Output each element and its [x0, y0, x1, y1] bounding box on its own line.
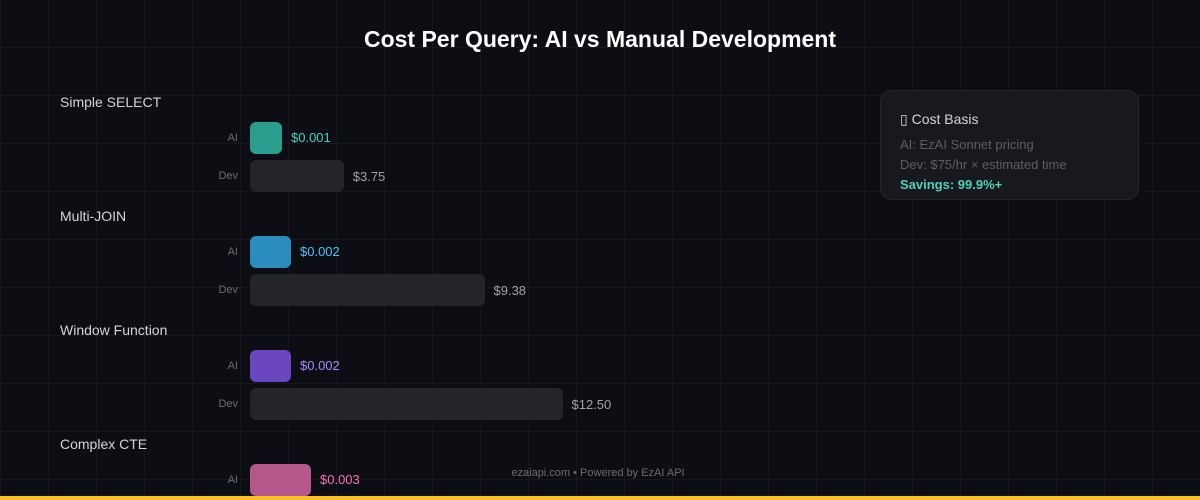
footer: ezaiapi.com • Powered by EzAI API	[511, 467, 685, 479]
ai-value-label: $0.002	[300, 358, 340, 373]
dev-value-label: $9.38	[493, 283, 527, 298]
card-heading: ▯ Cost Basis	[900, 111, 979, 127]
dev-value-label: $3.75	[352, 169, 386, 184]
series-label-dev: Dev	[218, 284, 238, 296]
series-label-dev: Dev	[218, 170, 238, 182]
ai-value-label: $0.002	[300, 244, 340, 259]
card-savings: Savings: 99.9%+	[900, 177, 1003, 192]
accent-stripe	[0, 496, 1200, 500]
series-label-dev: Dev	[218, 398, 238, 410]
ai-bar	[250, 464, 311, 496]
card-line-dev: Dev: $75/hr × estimated time	[900, 157, 1067, 172]
dev-bar	[250, 388, 563, 420]
dev-bar	[250, 160, 344, 192]
ai-value-label: $0.003	[320, 472, 360, 487]
category-label: Complex CTE	[60, 436, 148, 452]
category-label: Simple SELECT	[60, 94, 162, 110]
cost-basis-card: ▯ Cost Basis AI: EzAI Sonnet pricing Dev…	[880, 90, 1139, 200]
series-label-ai: AI	[227, 132, 238, 144]
chart-title: Cost Per Query: AI vs Manual Development	[363, 26, 837, 52]
ai-bar	[250, 122, 282, 154]
ai-value-label: $0.001	[291, 130, 331, 145]
ai-bar	[250, 350, 291, 382]
dev-bar	[250, 274, 485, 306]
category-label: Window Function	[60, 322, 168, 338]
ai-bar	[250, 236, 291, 268]
series-label-ai: AI	[227, 246, 238, 258]
card-line-ai: AI: EzAI Sonnet pricing	[900, 137, 1034, 152]
series-label-ai: AI	[227, 474, 238, 486]
series-label-ai: AI	[227, 360, 238, 372]
dev-value-label: $12.50	[571, 397, 612, 412]
category-label: Multi-JOIN	[60, 208, 127, 224]
